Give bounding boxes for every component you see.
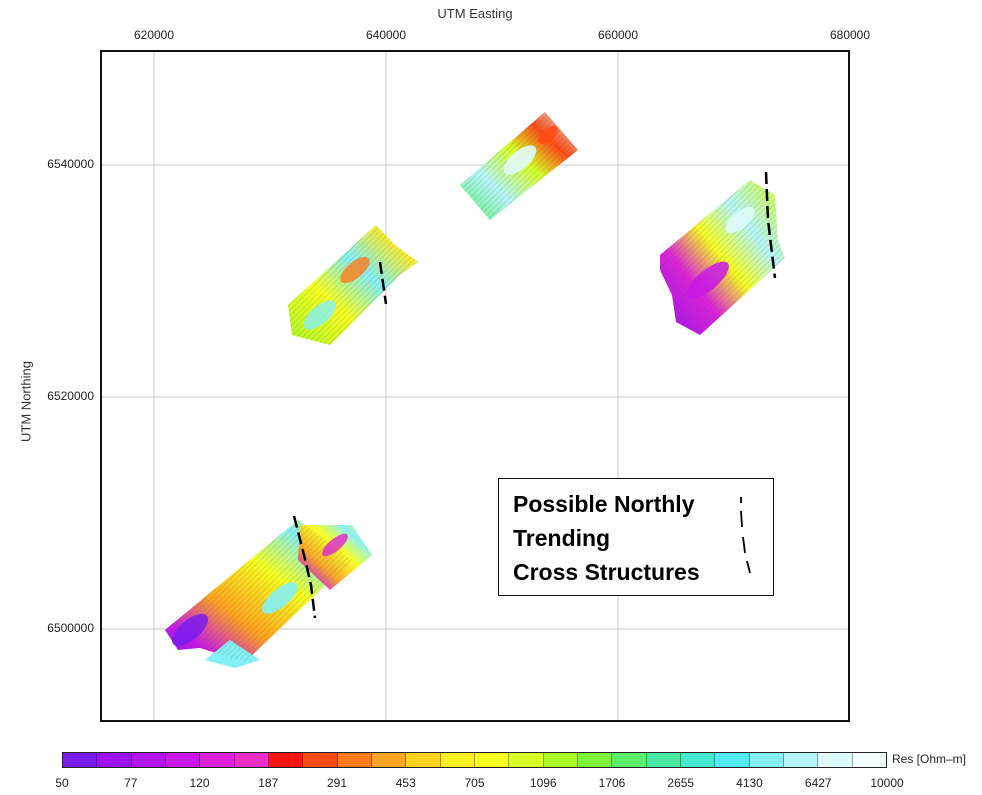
x-tick-label: 660000	[597, 28, 639, 42]
colorbar-label: 1096	[529, 776, 557, 790]
colorbar-segment	[165, 753, 201, 767]
colorbar-segment	[268, 753, 304, 767]
colorbar-label: 50	[55, 776, 69, 790]
legend-line-3: Cross Structures	[513, 559, 700, 585]
colorbar-segment	[303, 753, 338, 767]
colorbar-segment	[715, 753, 750, 767]
colorbar-segment	[818, 753, 853, 767]
colorbar-title: Res [Ohm–m]	[892, 752, 967, 766]
y-tick-label: 6540000	[47, 157, 94, 171]
legend-box: Possible Northly Trending Cross Structur…	[498, 478, 774, 596]
colorbar-segment	[577, 753, 613, 767]
colorbar-label: 2655	[667, 776, 695, 790]
dashed-line-icon	[740, 497, 751, 574]
colorbar-label: 291	[326, 776, 348, 790]
y-tick-label: 6500000	[47, 621, 94, 635]
y-tick-label: 6520000	[47, 389, 94, 403]
colorbar-segment	[63, 753, 98, 767]
colorbar	[62, 752, 887, 768]
colorbar-segment	[440, 753, 475, 767]
colorbar-label: 705	[464, 776, 485, 790]
legend-line-2: Trending	[513, 525, 611, 551]
colorbar-label: 4130	[736, 776, 763, 790]
colorbar-segment	[680, 753, 716, 767]
colorbar-segment	[749, 753, 784, 767]
colorbar-label: 1706	[598, 776, 626, 790]
map-frame[interactable]	[100, 50, 850, 722]
x-axis-title: UTM Easting	[437, 6, 513, 21]
colorbar-segment	[337, 753, 372, 767]
colorbar-segment	[474, 753, 510, 767]
colorbar-segment	[612, 753, 647, 767]
colorbar-label: 187	[258, 776, 279, 790]
colorbar-segment	[97, 753, 132, 767]
colorbar-segment	[234, 753, 269, 767]
colorbar-label: 77	[124, 776, 138, 790]
colorbar-label: 120	[189, 776, 210, 790]
x-tick-label: 640000	[365, 28, 407, 42]
colorbar-label: 6427	[804, 776, 832, 790]
colorbar-segment	[646, 753, 681, 767]
colorbar-segment	[406, 753, 441, 767]
x-tick-label: 620000	[133, 28, 175, 42]
colorbar-segment	[200, 753, 235, 767]
x-tick-label: 680000	[829, 28, 871, 42]
colorbar-segment	[783, 753, 819, 767]
legend-line-1: Possible Northly	[513, 491, 695, 517]
colorbar-segment	[509, 753, 544, 767]
colorbar-segment	[852, 753, 886, 767]
colorbar-segment	[543, 753, 578, 767]
colorbar-label: 453	[395, 776, 416, 790]
colorbar-segment	[371, 753, 407, 767]
colorbar-label: 10000	[870, 776, 904, 790]
colorbar-segment	[131, 753, 166, 767]
